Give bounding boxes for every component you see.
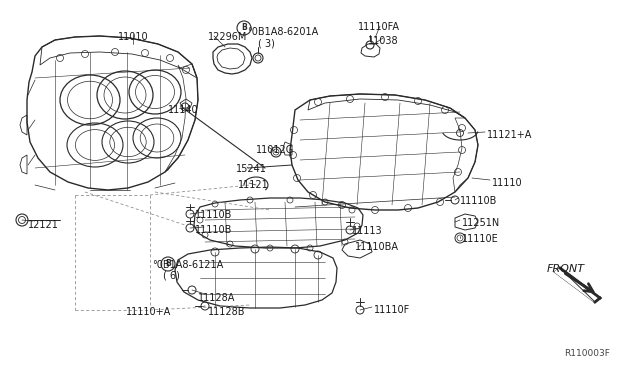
Text: 11128A: 11128A xyxy=(198,293,236,303)
Text: 11110B: 11110B xyxy=(195,225,232,235)
Text: B: B xyxy=(165,260,171,269)
Text: 11110BA: 11110BA xyxy=(355,242,399,252)
Text: 11110: 11110 xyxy=(492,178,523,188)
Text: 11010: 11010 xyxy=(118,32,148,42)
Text: 11012G: 11012G xyxy=(256,145,294,155)
Polygon shape xyxy=(555,268,600,302)
Text: 11121: 11121 xyxy=(238,180,269,190)
Text: °0B1A8-6121A: °0B1A8-6121A xyxy=(152,260,223,270)
Text: 11113: 11113 xyxy=(352,226,383,236)
Text: 11110E: 11110E xyxy=(462,234,499,244)
Text: 11038: 11038 xyxy=(368,36,399,46)
Text: °0B1A8-6201A: °0B1A8-6201A xyxy=(247,27,318,37)
Text: 12121: 12121 xyxy=(28,220,59,230)
Text: 15241: 15241 xyxy=(236,164,267,174)
Text: ( 3): ( 3) xyxy=(258,38,275,48)
Text: 12296M: 12296M xyxy=(208,32,248,42)
Text: 11110B: 11110B xyxy=(195,210,232,220)
Text: B: B xyxy=(241,23,247,32)
Text: 11110+A: 11110+A xyxy=(126,307,172,317)
Text: 11140: 11140 xyxy=(168,105,198,115)
Text: 11121+A: 11121+A xyxy=(487,130,532,140)
Text: R110003F: R110003F xyxy=(564,349,610,358)
Text: ( 6): ( 6) xyxy=(163,271,180,281)
Text: 11110B: 11110B xyxy=(460,196,497,206)
Text: 11110F: 11110F xyxy=(374,305,410,315)
Text: 11251N: 11251N xyxy=(462,218,500,228)
Text: 11128B: 11128B xyxy=(208,307,246,317)
Text: 11110FA: 11110FA xyxy=(358,22,400,32)
Text: FRONT: FRONT xyxy=(547,264,585,274)
